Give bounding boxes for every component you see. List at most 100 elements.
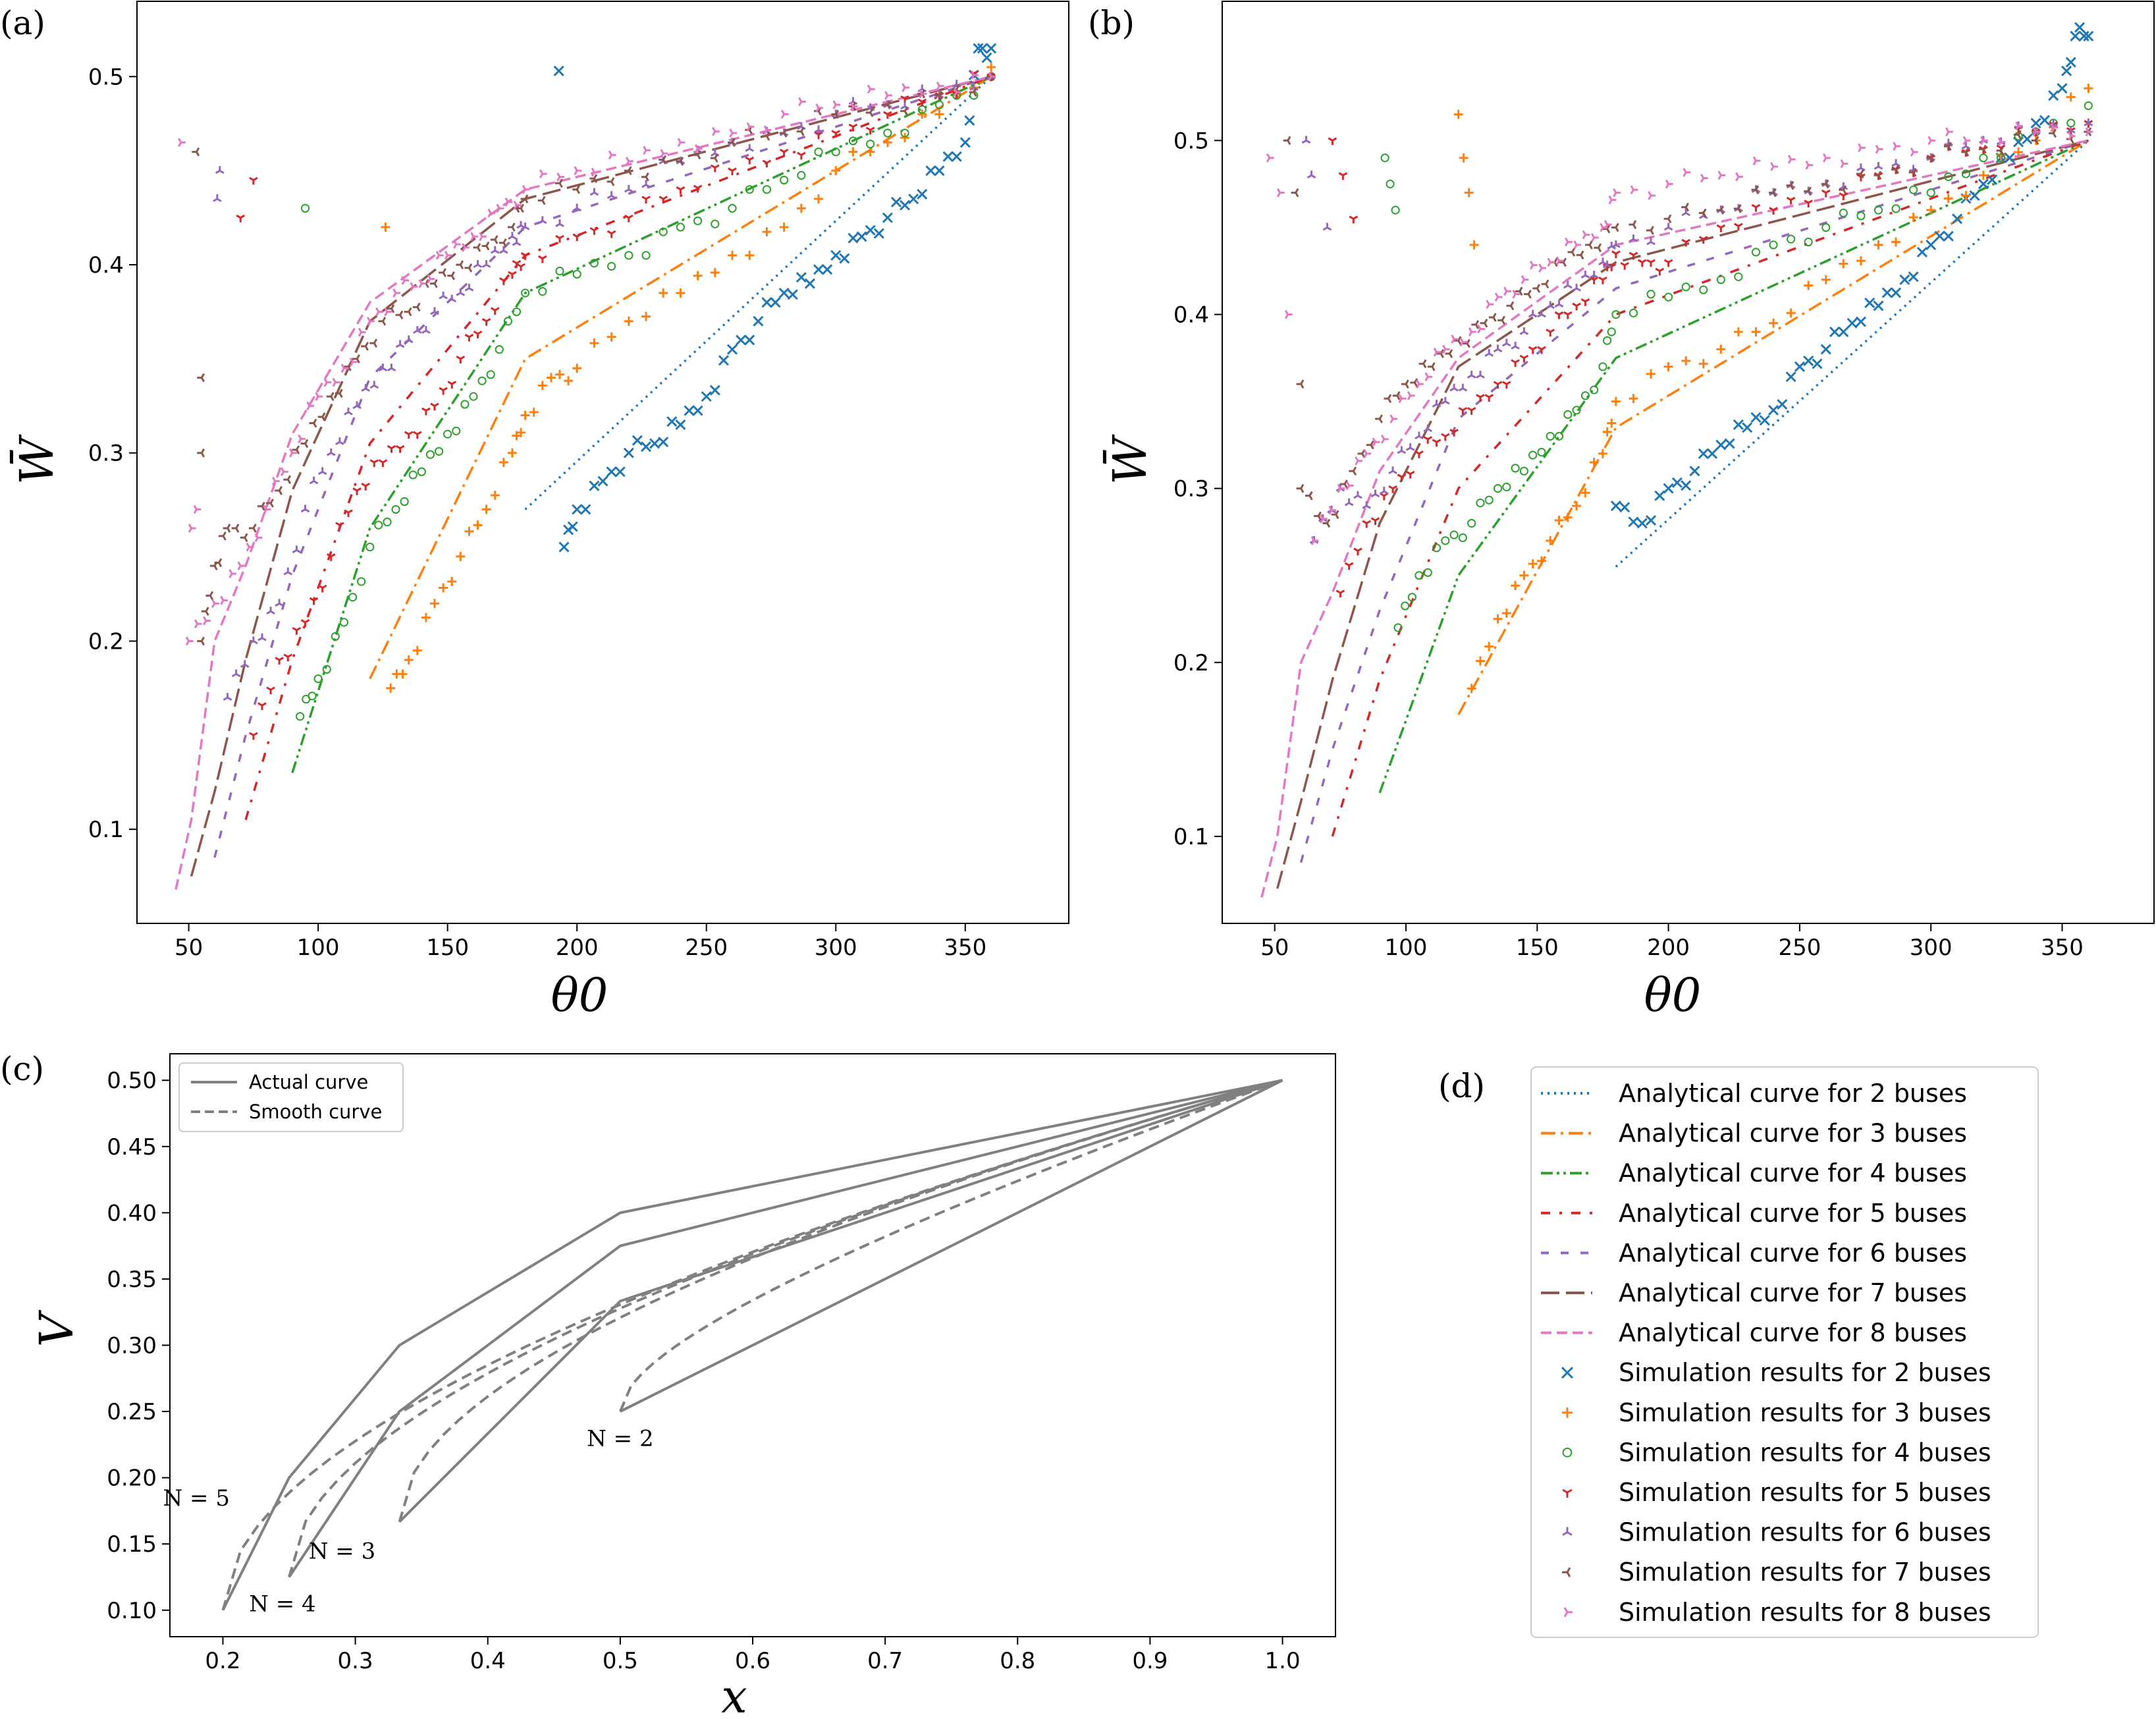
sim-point (408, 470, 418, 479)
sim-point (1804, 200, 1814, 207)
sim-point (412, 326, 422, 334)
sim-point (934, 100, 944, 109)
sim-point (1572, 501, 1582, 511)
sim-point (386, 683, 396, 693)
sim-point (520, 252, 530, 260)
sim-point (1319, 514, 1328, 524)
sim-point (2014, 147, 2024, 157)
sim-point (1769, 207, 1778, 215)
b-analytical-7-buses (1276, 139, 2089, 889)
sim-point (1804, 186, 1812, 196)
b-xtick-label: 50 (1260, 935, 1289, 961)
sim-point (624, 251, 633, 260)
x-axis-label-b: θ0 (1644, 968, 1702, 1022)
sim-point (398, 669, 408, 679)
c-ytick-label: 0.25 (107, 1399, 157, 1425)
sim-point (729, 128, 738, 138)
sim-point (332, 377, 340, 387)
sim-point (718, 355, 729, 366)
sim-point (361, 482, 371, 491)
sim-point (248, 524, 257, 533)
legend-d-frame (1530, 1066, 2039, 1638)
sim-point (1689, 466, 1700, 477)
sim-point (246, 542, 254, 552)
sim-point (973, 43, 984, 54)
sim-point (1654, 490, 1665, 501)
sim-point (1401, 601, 1410, 611)
legend-d-marker (1562, 1567, 1571, 1577)
sim-point (464, 333, 474, 342)
sim-point (499, 458, 508, 467)
sim-point (953, 88, 961, 97)
sim-point (572, 364, 582, 373)
sim-point (660, 149, 668, 158)
sim-point (1805, 160, 1814, 170)
sim-point (516, 221, 526, 229)
sim-point (1927, 136, 1936, 146)
sim-point (883, 111, 892, 119)
sim-point (1467, 370, 1476, 379)
sim-point (231, 669, 241, 678)
a-simulation-2-buses (553, 43, 997, 553)
sim-point (266, 607, 275, 614)
sim-point (1603, 336, 1612, 345)
panel-label-b: (b) (1088, 4, 1135, 42)
sim-point (266, 499, 274, 508)
sim-point (798, 97, 806, 107)
sim-point (275, 599, 284, 607)
sim-point (1908, 271, 1919, 283)
sim-point (308, 692, 317, 701)
sim-point (366, 316, 375, 326)
sim-point (439, 387, 448, 395)
sim-point (1873, 205, 1883, 215)
sim-point (427, 274, 435, 284)
sim-point (452, 240, 461, 249)
sim-point (434, 447, 444, 456)
sim-point (391, 505, 400, 514)
sim-point (745, 156, 755, 165)
sim-point (1576, 250, 1584, 260)
sim-point (1546, 329, 1555, 337)
c-xtick-label: 0.9 (1132, 1648, 1168, 1674)
sim-point (1864, 297, 1875, 308)
sim-point (2032, 127, 2041, 136)
legend-d-label: Analytical curve for 3 buses (1619, 1119, 1967, 1148)
sim-point (1493, 614, 1503, 624)
sim-point (572, 504, 583, 515)
sim-point (1646, 369, 1656, 379)
sim-point (1449, 530, 1459, 539)
a-xtick-label: 300 (815, 935, 857, 961)
sim-point (1521, 275, 1529, 285)
sim-point (201, 607, 209, 616)
sim-point (778, 287, 790, 298)
sim-point (710, 164, 720, 173)
sim-point (1822, 153, 1831, 163)
sim-point (1716, 205, 1725, 215)
sim-point (298, 434, 306, 444)
sim-point (1501, 608, 1511, 618)
sim-point (508, 271, 517, 279)
sim-point (1476, 394, 1485, 402)
legend-d-label: Analytical curve for 6 buses (1619, 1238, 1967, 1267)
x-axis-label-c: x (721, 1670, 747, 1719)
sim-point (317, 584, 327, 593)
sim-point (237, 561, 246, 570)
sim-point (1908, 167, 1917, 177)
sim-point (1820, 344, 1831, 355)
legend-d-item: Simulation results for 7 buses (1562, 1558, 1991, 1587)
sim-point (486, 370, 495, 379)
a-analytical-3-buses (369, 75, 992, 680)
sim-point (1423, 435, 1433, 444)
sim-point (275, 657, 284, 665)
sim-point (1899, 274, 1910, 285)
sim-point (1646, 259, 1656, 267)
sim-point (1769, 188, 1777, 198)
b-ytick-label: 0.4 (1173, 302, 1209, 328)
sim-point (1392, 391, 1401, 400)
b-xtick-label: 350 (2041, 935, 2084, 961)
sim-point (1432, 439, 1442, 447)
sim-point (591, 167, 599, 177)
sim-point (516, 263, 526, 271)
sim-point (1589, 458, 1599, 467)
sim-point (1572, 406, 1581, 415)
